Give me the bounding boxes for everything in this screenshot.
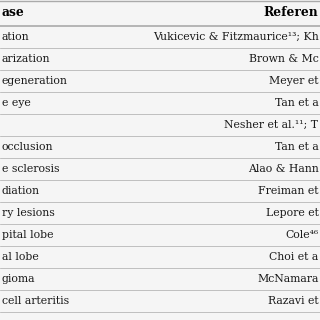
Text: Tan et a: Tan et a (275, 142, 318, 152)
Text: Razavi et: Razavi et (268, 296, 318, 306)
Text: diation: diation (2, 186, 40, 196)
Text: pital lobe: pital lobe (2, 230, 53, 240)
Text: ation: ation (2, 32, 29, 42)
Text: Vukicevic & Fitzmaurice¹³; Kh: Vukicevic & Fitzmaurice¹³; Kh (153, 32, 318, 42)
Text: Alao & Hann: Alao & Hann (248, 164, 318, 174)
Text: Nesher et al.¹¹; T: Nesher et al.¹¹; T (224, 120, 318, 130)
Text: Lepore et: Lepore et (266, 208, 318, 218)
Text: arization: arization (2, 54, 50, 64)
Text: occlusion: occlusion (2, 142, 53, 152)
Text: Tan et a: Tan et a (275, 98, 318, 108)
Text: Choi et a: Choi et a (269, 252, 318, 262)
Text: cell arteritis: cell arteritis (2, 296, 69, 306)
Text: e sclerosis: e sclerosis (2, 164, 59, 174)
Text: Meyer et: Meyer et (269, 76, 318, 86)
Text: gioma: gioma (2, 274, 35, 284)
Text: Referen: Referen (264, 6, 318, 20)
Text: ry lesions: ry lesions (2, 208, 54, 218)
Text: e eye: e eye (2, 98, 30, 108)
Text: ase: ase (2, 6, 24, 20)
Text: Freiman et: Freiman et (258, 186, 318, 196)
Text: al lobe: al lobe (2, 252, 38, 262)
Text: Brown & Mc: Brown & Mc (249, 54, 318, 64)
Text: egeneration: egeneration (2, 76, 68, 86)
Text: Cole⁴⁶: Cole⁴⁶ (285, 230, 318, 240)
Text: McNamara: McNamara (257, 274, 318, 284)
